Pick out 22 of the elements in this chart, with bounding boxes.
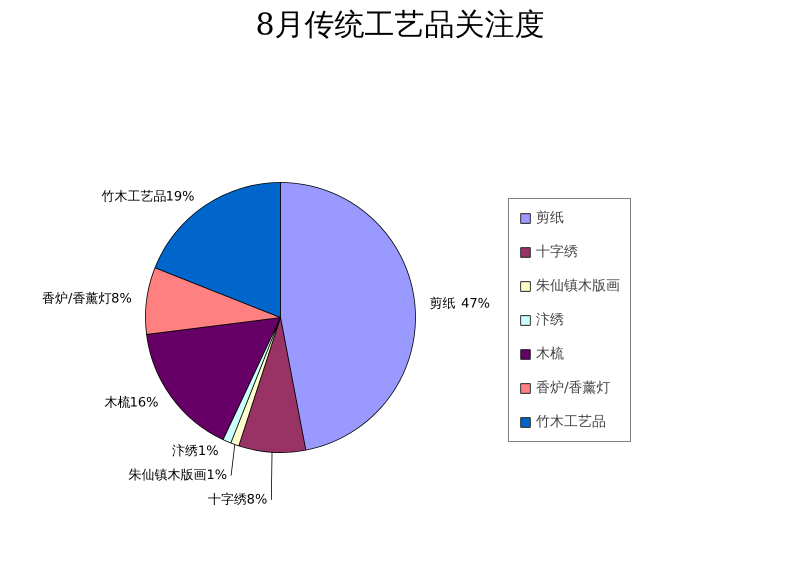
data-label: 1% (206, 468, 228, 484)
slice-label: 剪纸 (430, 296, 456, 312)
data-label: 8% (111, 292, 132, 307)
data-label: 19% (166, 189, 195, 204)
data-label: 1% (198, 444, 219, 459)
legend-label: 十字绣 (536, 243, 578, 261)
slice-label: 竹木工艺品 (102, 189, 167, 204)
data-label: 47% (461, 296, 490, 312)
legend-label: 汴绣 (536, 311, 564, 329)
data-label: 8% (246, 492, 268, 508)
slice-label: 汴绣 (172, 442, 198, 459)
chart-title: 8月传统工艺品关注度 (255, 8, 545, 42)
legend-label: 朱仙镇木版画 (536, 277, 620, 295)
legend-label: 香炉/香薰灯 (536, 379, 611, 397)
legend-label: 剪纸 (536, 209, 564, 227)
slice-label: 香炉/香薰灯 (42, 292, 112, 307)
slice-label: 朱仙镇木版画 (128, 468, 207, 484)
legend-label: 木梳 (536, 345, 564, 363)
legend-label: 竹木工艺品 (536, 413, 606, 431)
data-label: 16% (130, 396, 159, 411)
slice-label: 木梳 (104, 396, 131, 411)
slice-label: 十字绣 (208, 491, 247, 508)
